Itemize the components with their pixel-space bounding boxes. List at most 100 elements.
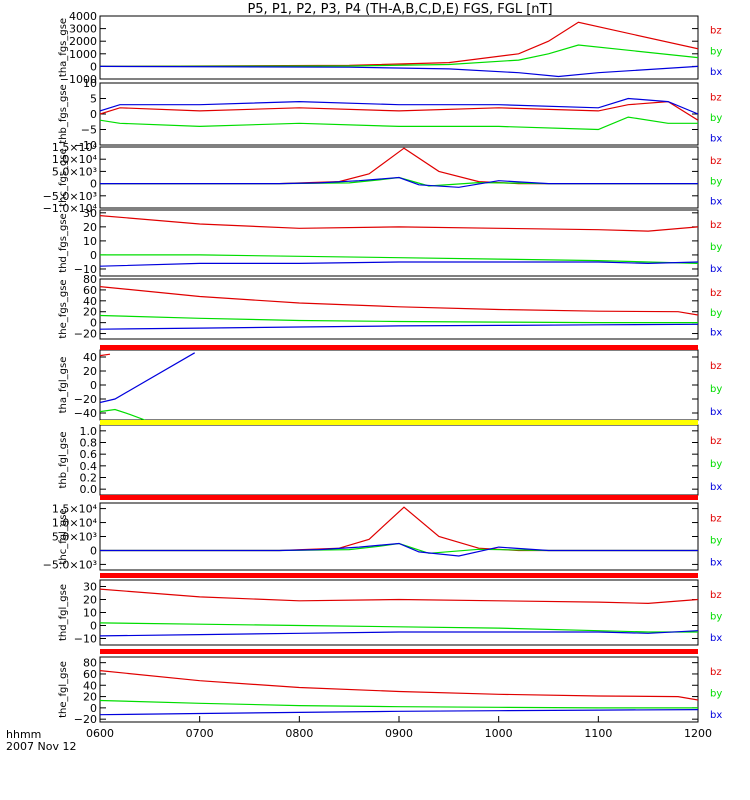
series-line-by [100, 254, 698, 264]
legend-entry-bx: bx [710, 482, 722, 493]
legend-entry-bx: bx [710, 196, 722, 207]
y-tick-label: 40 [83, 679, 97, 692]
y-tick-label: −5.0×10³ [43, 558, 97, 571]
series-line-bz [100, 215, 698, 232]
x-axis-corner-label-date: 2007 Nov 12 [6, 740, 76, 753]
legend-entry-by: by [710, 384, 722, 395]
y-tick-label: 20 [83, 306, 97, 319]
legend-entry-bz: bz [710, 361, 722, 372]
series-line-by [100, 116, 698, 131]
y-axis-label: thc_fgl_gse [58, 508, 69, 564]
y-tick-label: 0.6 [80, 448, 98, 461]
y-tick-label: 10 [83, 77, 97, 90]
y-tick-label: 0.0 [80, 483, 98, 496]
y-tick-label: 0.8 [80, 437, 98, 450]
series-line-bx [100, 176, 698, 188]
y-tick-label: 0.2 [80, 472, 98, 485]
y-tick-label: 20 [83, 691, 97, 704]
status-bar [100, 573, 698, 578]
y-tick-label: 0 [90, 317, 97, 330]
panel-frame [99, 15, 699, 80]
series-line-bx [100, 630, 698, 637]
legend-entry-bx: bx [710, 710, 722, 721]
legend-entry-bx: bx [710, 407, 722, 418]
legend-entry-bz: bz [710, 92, 722, 103]
panel-thb_fgl_gse: 1.00.80.60.40.20.0 thb_fgl_gse bz by bx [58, 424, 722, 496]
y-axis-label: thb_fgs_gse [58, 84, 69, 143]
y-axis-label: thd_fgl_gse [58, 584, 69, 641]
legend-entry-bx: bx [710, 328, 722, 339]
series-line-by [100, 542, 698, 554]
y-tick-label: 0 [90, 379, 97, 392]
panel-frame [99, 278, 699, 340]
series-line-bx [100, 97, 698, 115]
y-tick-label: 40 [83, 351, 97, 364]
y-axis-label: the_fgs_gse [58, 279, 69, 338]
y-tick-label: −20 [74, 393, 97, 406]
legend-entry-by: by [710, 113, 722, 124]
legend-entry-by: by [710, 536, 722, 547]
panel-frame [99, 502, 699, 571]
series-line-bx [100, 65, 698, 78]
series-line-bx [100, 542, 698, 557]
y-tick-label: 20 [83, 221, 97, 234]
plot-title: P5, P1, P2, P3, P4 (TH-A,B,C,D,E) FGS, F… [247, 2, 552, 17]
series-line-bz [100, 21, 698, 67]
legend-entry-bx: bx [710, 133, 722, 144]
legend-entry-by: by [710, 308, 722, 319]
legend-entry-bz: bz [710, 26, 722, 37]
panel-thb_fgs_gse: 10 5 0 −5 −10 thb_fgs_gse bz by bx [58, 77, 722, 152]
panel-frame [99, 656, 699, 723]
y-axis-label: thc_fgs_gse [58, 148, 69, 207]
series-line-by [100, 44, 698, 68]
y-tick-label: −1.0×10⁴ [43, 202, 98, 215]
y-tick-label: 0 [90, 702, 97, 715]
legend-entry-by: by [710, 459, 722, 470]
y-tick-label: 0 [90, 60, 97, 73]
y-tick-label: −10 [74, 139, 97, 152]
panel-frame [99, 424, 699, 496]
y-tick-label: 30 [83, 207, 97, 220]
status-bar [100, 649, 698, 654]
y-tick-label: 60 [83, 668, 97, 681]
y-tick-label: −20 [74, 328, 97, 341]
y-tick-label: 0.4 [80, 460, 98, 473]
y-tick-label: 1000 [69, 48, 97, 61]
y-tick-label: 5 [90, 93, 97, 106]
y-tick-label: −40 [74, 407, 97, 420]
y-axis-label: thd_fgs_gse [58, 213, 69, 272]
x-tick-label: 1000 [485, 727, 513, 740]
panel-frame [99, 146, 699, 209]
legend-entry-bx: bx [710, 67, 722, 78]
y-tick-label: 1.0 [80, 425, 98, 438]
series-line-bx [100, 261, 698, 267]
y-tick-label: 0 [90, 620, 97, 633]
y-tick-label: 0 [90, 178, 97, 191]
series-line-bz [100, 100, 698, 121]
series-line-bz [100, 147, 698, 185]
y-tick-label: 60 [83, 284, 97, 297]
y-axis-label: the_fgl_gse [58, 661, 69, 718]
y-tick-label: 4000 [69, 10, 97, 23]
y-tick-label: 30 [83, 581, 97, 594]
legend-entry-by: by [710, 688, 722, 699]
x-tick-label: 0700 [186, 727, 214, 740]
y-tick-label: 5.0×10³ [52, 531, 97, 544]
y-tick-label: −5.0×10³ [43, 190, 97, 203]
status-bar [100, 345, 698, 350]
y-axis-label: thb_fgl_gse [58, 432, 69, 489]
legend-entry-bx: bx [710, 633, 722, 644]
x-axis-corner-label-hhmm: hhmm [6, 728, 41, 741]
legend-entry-by: by [710, 46, 722, 57]
series-line-by [100, 176, 698, 187]
series-line-bz [100, 670, 698, 701]
y-tick-label: 80 [83, 273, 97, 286]
y-tick-label: 1.5×10⁴ [52, 503, 98, 516]
legend-entry-bz: bz [710, 667, 722, 678]
